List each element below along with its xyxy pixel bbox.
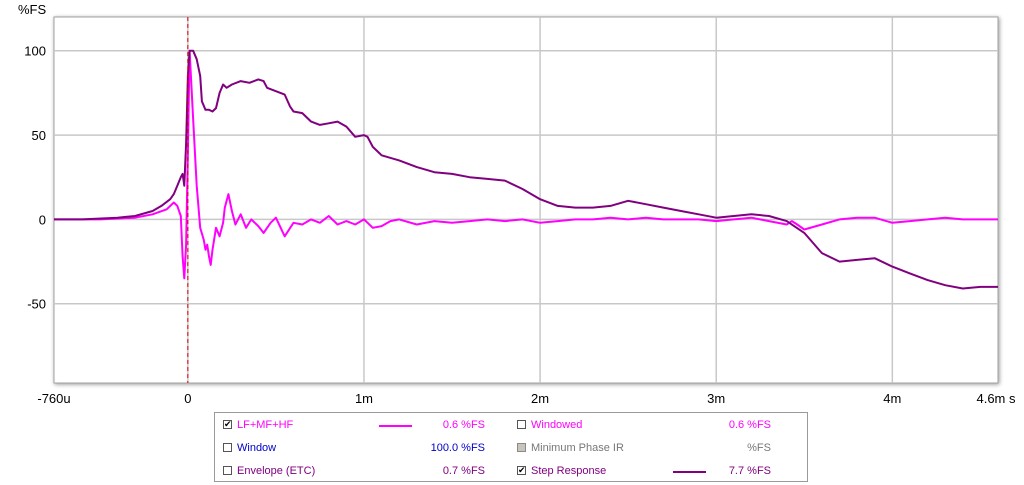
- x-tick-label: 1m: [355, 391, 373, 406]
- lf-mf-hf-label: LF+MF+HF: [237, 419, 294, 431]
- legend-item-lf-mf-hf[interactable]: ✔ LF+MF+HF 0.6 %FS: [223, 417, 513, 433]
- x-tick-label: 0: [184, 391, 191, 406]
- legend-item-step-response[interactable]: ✔ Step Response 7.7 %FS: [517, 463, 799, 479]
- x-tick-label: -760u: [37, 391, 70, 406]
- window-checkbox[interactable]: [223, 443, 232, 452]
- chart: -760u 0 1m 2m 3m 4m 4.6m s 100 50 0 -50 %FS: [18, 2, 1016, 406]
- step-response-checkbox[interactable]: ✔: [517, 465, 526, 475]
- x-tick-label: 2m: [531, 391, 549, 406]
- y-tick-label: 100: [24, 44, 46, 59]
- windowed-value: 0.6 %FS: [728, 419, 771, 431]
- y-tick-label: 0: [39, 212, 46, 227]
- step-response-label: Step Response: [531, 465, 607, 477]
- legend-item-window[interactable]: Window 100.0 %FS: [223, 440, 513, 456]
- series-line-lf-mf-hf: [54, 49, 998, 280]
- legend-item-envelope-etc[interactable]: Envelope (ETC) 0.7 %FS: [223, 463, 513, 479]
- grid: [54, 17, 998, 383]
- window-value: 100.0 %FS: [430, 442, 485, 454]
- y-axis-label: %FS: [18, 2, 47, 17]
- minimum-phase-ir-label: Minimum Phase IR: [531, 442, 624, 454]
- y-tick-label: -50: [27, 297, 46, 312]
- envelope-etc-checkbox[interactable]: [223, 466, 232, 475]
- window-label: Window: [237, 442, 277, 454]
- lf-mf-hf-line-swatch: [379, 425, 412, 427]
- lf-mf-hf-value: 0.6 %FS: [442, 419, 485, 431]
- x-tick-label: 3m: [707, 391, 725, 406]
- step-response-value: 7.7 %FS: [728, 465, 771, 477]
- legend-item-windowed[interactable]: Windowed 0.6 %FS: [517, 417, 799, 433]
- legend-panel: ✔ LF+MF+HF 0.6 %FS Window 100.0 %FS Enve…: [214, 412, 808, 482]
- minimum-phase-ir-checkbox: [517, 443, 526, 452]
- x-tick-label: 4m: [883, 391, 901, 406]
- lf-mf-hf-checkbox[interactable]: ✔: [223, 419, 232, 429]
- series-line-step-response: [54, 49, 998, 290]
- plot-area: [53, 16, 999, 384]
- envelope-etc-value: 0.7 %FS: [442, 465, 485, 477]
- x-tick-label: 4.6m s: [976, 391, 1016, 406]
- envelope-etc-label: Envelope (ETC): [237, 465, 316, 477]
- series-layer: [54, 49, 998, 290]
- y-axis-ticks: 100 50 0 -50: [24, 44, 46, 312]
- minimum-phase-ir-value: %FS: [747, 442, 771, 454]
- windowed-checkbox[interactable]: [517, 420, 526, 429]
- step-response-line-swatch: [673, 471, 706, 473]
- legend-item-minimum-phase-ir: Minimum Phase IR %FS: [517, 440, 799, 456]
- windowed-label: Windowed: [531, 419, 583, 431]
- x-axis-ticks: -760u 0 1m 2m 3m 4m 4.6m s: [37, 391, 1016, 406]
- y-tick-label: 50: [32, 128, 46, 143]
